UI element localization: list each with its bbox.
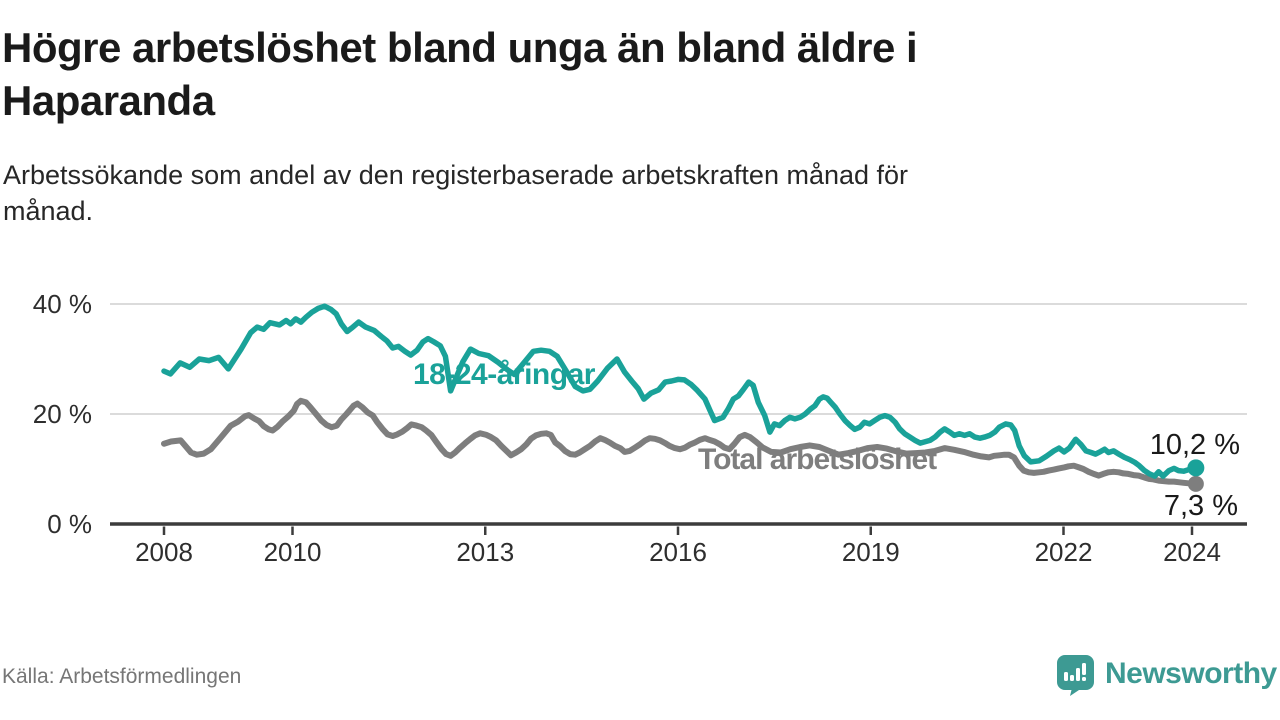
newsworthy-logo: Newsworthy xyxy=(1056,654,1277,696)
source-note: Källa: Arbetsförmedlingen xyxy=(2,665,242,688)
end-dot-18-24 xyxy=(1187,459,1205,477)
x-tick-label-2013: 2013 xyxy=(456,537,515,567)
page-title-line2: Haparanda xyxy=(2,76,215,124)
bar-chart-glyph xyxy=(1064,663,1086,681)
x-tick-label-2010: 2010 xyxy=(263,537,322,567)
x-tick-label-2019: 2019 xyxy=(841,537,900,567)
newsworthy-logo-icon xyxy=(1057,655,1094,696)
x-tick-label-2022: 2022 xyxy=(1034,537,1093,567)
series-label-18-24: 18-24-åringar xyxy=(413,358,595,391)
series-label-total: Total arbetslöshet xyxy=(698,443,937,476)
newsworthy-logo-text: Newsworthy xyxy=(1105,657,1277,690)
end-dot-total xyxy=(1187,475,1204,492)
series-line-total xyxy=(161,397,1199,487)
chart-subtitle-line1: Arbetssökande som andel av den registerb… xyxy=(3,160,909,190)
x-tick-label-2016: 2016 xyxy=(649,537,707,567)
page-title-line1: Högre arbetslöshet bland unga än bland ä… xyxy=(2,24,918,71)
x-tick-label-2008: 2008 xyxy=(135,537,193,567)
speech-bubble-shape xyxy=(1057,655,1094,696)
series-line-18-24 xyxy=(161,303,1199,479)
page-title: Högre arbetslöshet bland unga än bland ä… xyxy=(2,22,1152,128)
y-tick-label-0: 0 % xyxy=(47,509,92,539)
y-tick-label-40: 40 % xyxy=(32,289,92,319)
chart-subtitle-line2: månad. xyxy=(3,195,94,226)
end-value-label-total: 7,3 % xyxy=(1163,490,1238,522)
y-tick-label-20: 20 % xyxy=(32,399,92,429)
end-value-label-18-24: 10,2 % xyxy=(1149,429,1240,461)
chart-subtitle: Arbetssökande som andel av den registerb… xyxy=(3,158,1223,230)
x-tick-label-2024: 2024 xyxy=(1163,537,1221,567)
